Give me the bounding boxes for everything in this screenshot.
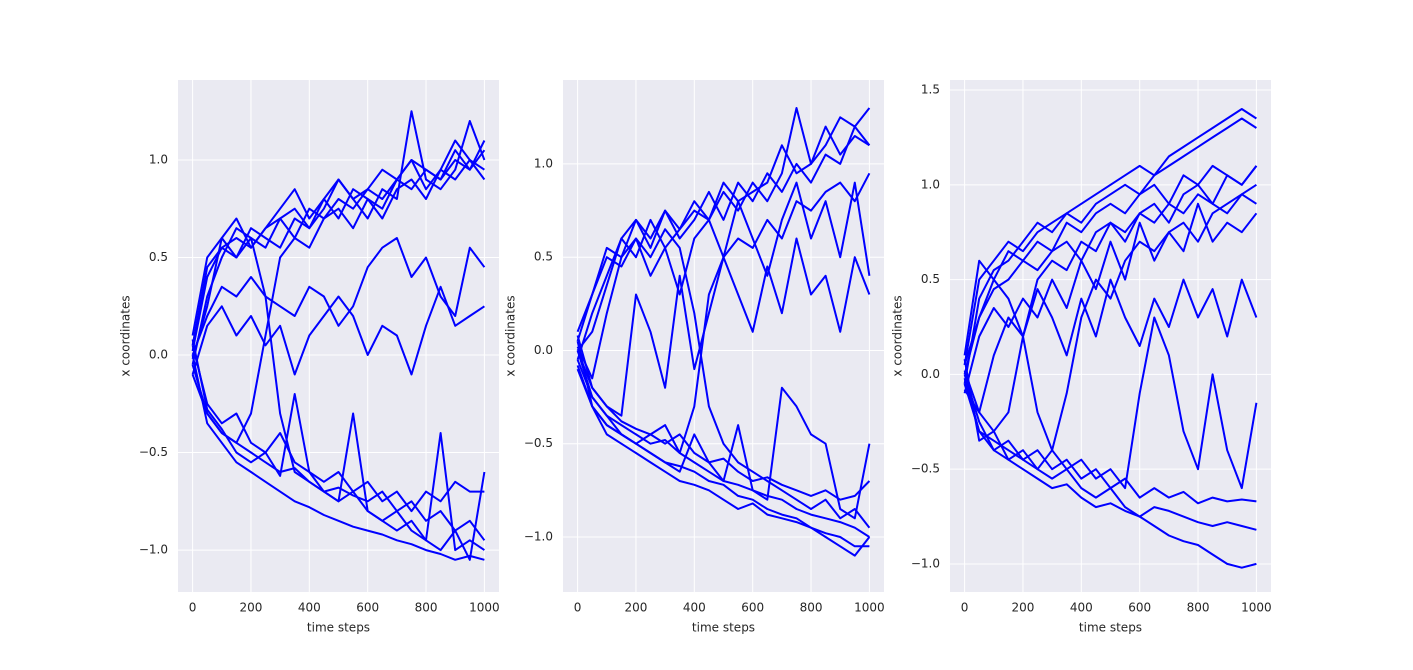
y-tick-label: −0.5 xyxy=(911,462,940,476)
series-line xyxy=(963,202,1258,394)
y-tick-label: 1.0 xyxy=(149,152,168,166)
series-line xyxy=(963,359,1257,531)
y-tick-label: −1.0 xyxy=(911,556,940,570)
series-line xyxy=(191,354,485,561)
x-tick-label: 0 xyxy=(574,601,582,615)
y-axis-label: x coordinates xyxy=(119,295,133,376)
series-line xyxy=(191,345,485,513)
x-tick-label: 400 xyxy=(298,601,321,615)
x-axis-label: time steps xyxy=(1079,621,1142,635)
y-axis-label: x coordinates xyxy=(891,295,905,376)
plot-background xyxy=(178,80,499,592)
plot-background xyxy=(950,80,1271,592)
y-axis-label: x coordinates xyxy=(504,295,518,376)
y-tick-label: 0.0 xyxy=(149,348,168,362)
x-tick-label: 800 xyxy=(415,601,438,615)
y-tick-label: 1.5 xyxy=(921,83,940,97)
x-tick-label: 600 xyxy=(356,601,379,615)
x-axis-label: time steps xyxy=(307,621,370,635)
series-line xyxy=(963,278,1258,414)
series-line xyxy=(963,374,1257,569)
y-tick-label: 0.5 xyxy=(534,250,553,264)
series-group xyxy=(963,108,1258,569)
series-line xyxy=(576,359,871,520)
x-tick-label: 600 xyxy=(741,601,764,615)
series-line xyxy=(576,125,871,352)
x-tick-label: 1000 xyxy=(469,601,500,615)
series-line xyxy=(191,237,486,356)
x-tick-label: 0 xyxy=(189,601,197,615)
series-line xyxy=(191,140,486,360)
subplot: −1.0 −0.5 0.0 0.5 1.0 0 200 400 600 800 1000 time s… xyxy=(119,80,500,635)
series-line xyxy=(576,228,871,529)
series-line xyxy=(576,125,870,361)
series-line xyxy=(191,285,485,376)
series-line xyxy=(963,183,1257,471)
y-tick-label: −1.0 xyxy=(139,543,168,557)
subplot: −1.0 −0.5 0.0 0.5 1.0 1.5 0 200 400 600 800 1000 tim… xyxy=(891,80,1272,635)
series-line xyxy=(191,159,486,444)
y-tick-label: 1.0 xyxy=(921,177,940,191)
y-tick-label: 0.5 xyxy=(921,272,940,286)
x-tick-label: 800 xyxy=(1187,601,1210,615)
y-tick-label: −0.5 xyxy=(524,436,553,450)
plot-background xyxy=(563,80,884,592)
series-line xyxy=(576,335,871,501)
y-tick-label: 1.0 xyxy=(534,156,553,170)
x-tick-label: 1000 xyxy=(1241,601,1272,615)
subplot: −1.0 −0.5 0.0 0.5 1.0 0 200 400 600 800 1000 time s… xyxy=(504,80,885,635)
series-line xyxy=(191,374,486,541)
x-tick-label: 800 xyxy=(800,601,823,615)
series-line xyxy=(963,278,1258,490)
series-group xyxy=(191,110,486,561)
x-tick-label: 200 xyxy=(625,601,648,615)
y-tick-label: −0.5 xyxy=(139,445,168,459)
series-line xyxy=(963,164,1258,356)
series-line xyxy=(191,237,486,561)
series-group xyxy=(576,107,871,557)
y-tick-label: −1.0 xyxy=(524,529,553,543)
x-axis-label: time steps xyxy=(692,621,755,635)
x-tick-label: 400 xyxy=(1070,601,1093,615)
x-tick-label: 0 xyxy=(961,601,969,615)
series-line xyxy=(576,368,871,557)
x-tick-label: 200 xyxy=(1012,601,1035,615)
x-tick-label: 200 xyxy=(240,601,263,615)
series-line xyxy=(963,108,1257,366)
y-tick-label: 0.0 xyxy=(534,343,553,357)
x-tick-label: 400 xyxy=(683,601,706,615)
y-tick-label: 0.5 xyxy=(149,250,168,264)
x-tick-label: 1000 xyxy=(854,601,885,615)
y-tick-label: 0.0 xyxy=(921,367,940,381)
x-tick-label: 600 xyxy=(1128,601,1151,615)
series-line xyxy=(963,165,1258,433)
